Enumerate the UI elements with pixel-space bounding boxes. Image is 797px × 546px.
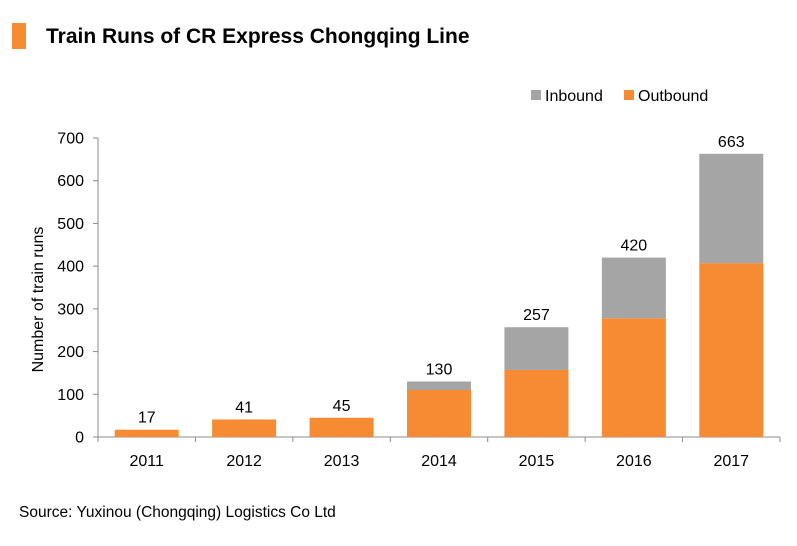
total-label-2012: 41: [235, 399, 253, 416]
chart-bars: [114, 153, 764, 437]
bar-inbound-2016: [601, 257, 666, 319]
bar-outbound-2017: [699, 263, 764, 437]
y-tick-label: 400: [57, 259, 84, 276]
x-tick-label-2015: 2015: [519, 453, 555, 470]
total-label-2015: 257: [523, 307, 550, 324]
legend-swatch-outbound: [624, 90, 634, 100]
chart-legend: Inbound Outbound: [531, 88, 708, 105]
y-tick-label: 200: [57, 344, 84, 361]
y-axis-title: Number of train runs: [30, 227, 47, 373]
x-tick-label-2013: 2013: [324, 453, 360, 470]
total-label-2017: 663: [718, 134, 745, 151]
bar-outbound-2016: [601, 318, 666, 437]
chart-data-labels: 17 41 45 130 257 420 663: [138, 134, 745, 427]
chart-title: Train Runs of CR Express Chongqing Line: [46, 25, 470, 48]
legend-label-outbound: Outbound: [638, 88, 708, 105]
total-label-2014: 130: [426, 361, 453, 378]
total-label-2013: 45: [333, 398, 351, 415]
bar-outbound-2014: [407, 390, 471, 437]
x-tick-label-2014: 2014: [421, 453, 457, 470]
bar-inbound-2017: [699, 153, 764, 264]
y-tick-label: 0: [75, 430, 84, 447]
bar-inbound-2015: [504, 327, 569, 370]
total-label-2016: 420: [621, 238, 648, 255]
title-marker: [12, 23, 26, 49]
y-tick-label: 500: [57, 216, 84, 233]
total-label-2011: 17: [138, 410, 156, 427]
x-tick-label-2017: 2017: [713, 453, 749, 470]
y-tick-label: 300: [57, 301, 84, 318]
source-note: Source: Yuxinou (Chongqing) Logistics Co…: [19, 504, 336, 521]
x-tick-label-2016: 2016: [616, 453, 652, 470]
bar-outbound-2012: [212, 419, 277, 437]
bar-inbound-2014: [407, 381, 471, 391]
x-tick-label-2011: 2011: [130, 453, 165, 470]
x-tick-label-2012: 2012: [226, 453, 262, 470]
y-tick-label: 100: [57, 387, 84, 404]
y-tick-label: 600: [57, 173, 84, 190]
chart-axes: 0 100 200 300 400 500 600 700 Number of train ru…: [30, 131, 781, 470]
legend-label-inbound: Inbound: [545, 88, 603, 105]
legend-swatch-inbound: [531, 90, 541, 100]
bar-outbound-2011: [114, 429, 179, 437]
y-tick-label: 700: [57, 131, 84, 148]
bar-outbound-2013: [309, 417, 374, 437]
bar-outbound-2015: [504, 369, 569, 437]
